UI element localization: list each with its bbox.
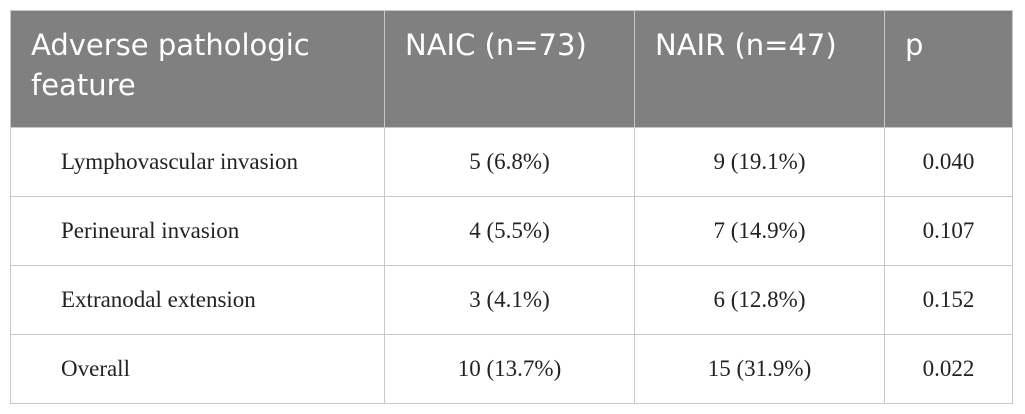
table-cell: 3 (4.1%)	[384, 265, 635, 335]
table-cell: 0.152	[884, 265, 1013, 335]
header-cell: NAIC (n=73)	[384, 10, 635, 128]
table-cell: 0.022	[884, 334, 1013, 404]
table-body: Lymphovascular invasion 5 (6.8%) 9 (19.1%)…	[10, 127, 1013, 404]
table-cell: 15 (31.9%)	[634, 334, 885, 404]
table-row: Perineural invasion 4 (5.5%) 7 (14.9%) 0.10…	[10, 196, 1013, 266]
table-cell: 6 (12.8%)	[634, 265, 885, 335]
table-cell: Extranodal extension	[10, 265, 385, 335]
table-row: Overall 10 (13.7%) 15 (31.9%) 0.022	[10, 334, 1013, 404]
table-cell: 9 (19.1%)	[634, 127, 885, 197]
table-row: Extranodal extension 3 (4.1%) 6 (12.8%) 0.1…	[10, 265, 1013, 335]
table-cell: Perineural invasion	[10, 196, 385, 266]
table-cell: Lymphovascular invasion	[10, 127, 385, 197]
table-cell: 5 (6.8%)	[384, 127, 635, 197]
header-row: Adverse pathologic feature NAIC (n=73) NAI…	[10, 10, 1013, 128]
header-cell: p	[884, 10, 1013, 128]
table-cell: Overall	[10, 334, 385, 404]
table-row: Lymphovascular invasion 5 (6.8%) 9 (19.1%)…	[10, 127, 1013, 197]
table-cell: 0.040	[884, 127, 1013, 197]
header-cell: Adverse pathologic feature	[10, 10, 385, 128]
header-cell: NAIR (n=47)	[634, 10, 885, 128]
table-cell: 7 (14.9%)	[634, 196, 885, 266]
table-cell: 0.107	[884, 196, 1013, 266]
table-cell: 4 (5.5%)	[384, 196, 635, 266]
table-cell: 10 (13.7%)	[384, 334, 635, 404]
data-table: Adverse pathologic feature NAIC (n=73) NAI…	[10, 10, 1013, 404]
